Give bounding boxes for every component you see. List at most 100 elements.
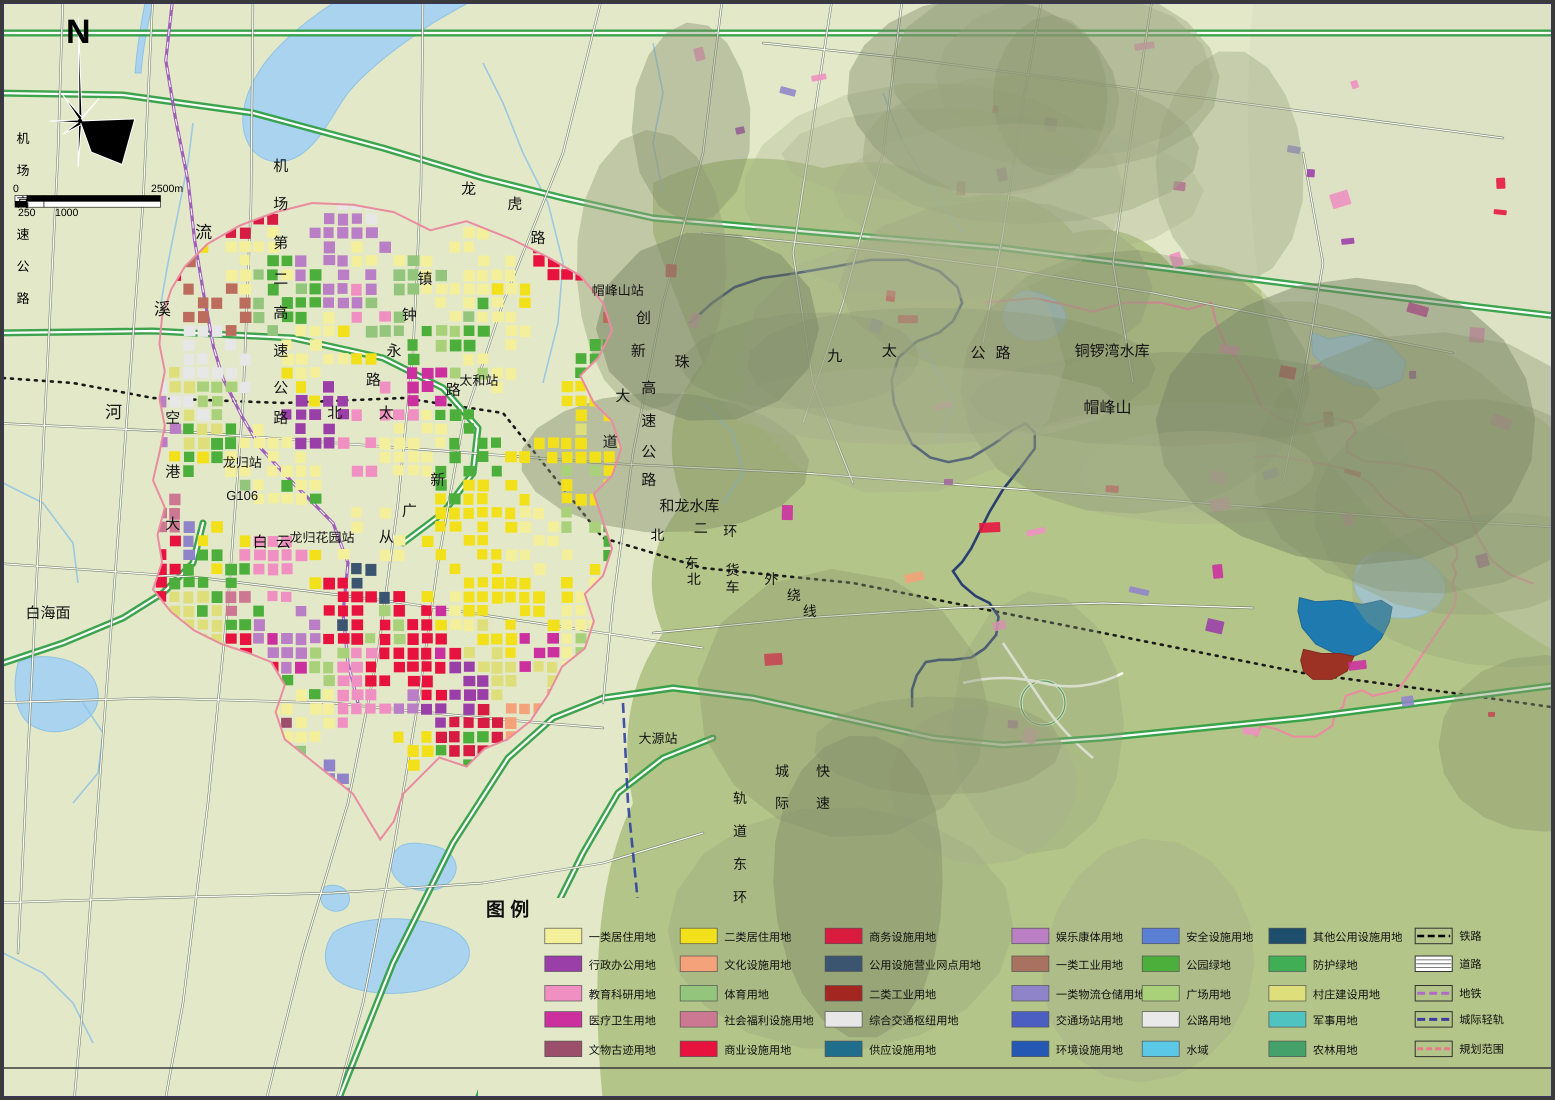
svg-text:货: 货 <box>726 562 740 578</box>
svg-text:龙: 龙 <box>461 181 476 198</box>
svg-text:一类物流仓储用地: 一类物流仓储用地 <box>1056 989 1146 1002</box>
svg-text:太: 太 <box>882 343 897 360</box>
svg-text:商务设施用地: 商务设施用地 <box>869 931 936 944</box>
svg-text:村庄建设用地: 村庄建设用地 <box>1313 989 1380 1002</box>
svg-text:公园绿地: 公园绿地 <box>1186 959 1231 972</box>
svg-text:社会福利设施用地: 社会福利设施用地 <box>724 1015 814 1028</box>
svg-text:线: 线 <box>803 603 817 619</box>
svg-text:行政办公用地: 行政办公用地 <box>589 959 656 972</box>
svg-text:地铁: 地铁 <box>1459 988 1481 1001</box>
svg-text:图 例: 图 例 <box>486 899 529 921</box>
svg-text:公: 公 <box>273 380 288 397</box>
svg-text:防护绿地: 防护绿地 <box>1313 959 1358 972</box>
svg-text:一类居住用地: 一类居住用地 <box>589 931 656 944</box>
svg-text:机: 机 <box>16 131 29 146</box>
svg-text:路: 路 <box>530 230 545 247</box>
svg-text:速: 速 <box>16 227 29 242</box>
svg-text:其他公用设施用地: 其他公用设施用地 <box>1313 931 1403 944</box>
svg-text:太和站: 太和站 <box>459 373 498 388</box>
svg-text:军事用地: 军事用地 <box>1313 1015 1358 1028</box>
svg-text:从: 从 <box>379 529 394 546</box>
svg-text:农林用地: 农林用地 <box>1313 1044 1358 1057</box>
svg-text:2500m: 2500m <box>151 183 183 195</box>
svg-text:九: 九 <box>827 348 842 365</box>
svg-text:轨: 轨 <box>733 790 747 806</box>
svg-text:白海面: 白海面 <box>25 605 70 622</box>
svg-text:1000: 1000 <box>55 207 79 219</box>
svg-text:环: 环 <box>723 523 737 539</box>
svg-text:公: 公 <box>641 444 656 461</box>
svg-text:公: 公 <box>16 259 29 274</box>
svg-text:250: 250 <box>18 207 36 219</box>
svg-text:创: 创 <box>636 310 651 327</box>
svg-text:高: 高 <box>273 305 288 322</box>
svg-text:二类居住用地: 二类居住用地 <box>724 931 791 944</box>
svg-text:速: 速 <box>816 795 830 811</box>
svg-text:环: 环 <box>733 889 747 905</box>
svg-text:和龙水库: 和龙水库 <box>659 498 719 515</box>
svg-text:港: 港 <box>165 464 180 481</box>
svg-text:公用设施营业网点用地: 公用设施营业网点用地 <box>869 959 981 972</box>
svg-text:北: 北 <box>327 405 342 422</box>
svg-text:广场用地: 广场用地 <box>1186 989 1231 1002</box>
svg-text:第: 第 <box>273 235 288 252</box>
svg-text:际: 际 <box>775 795 789 811</box>
svg-text:车: 车 <box>726 579 740 595</box>
svg-text:北: 北 <box>687 571 701 587</box>
svg-text:河: 河 <box>105 403 122 422</box>
svg-text:文物古迹用地: 文物古迹用地 <box>589 1044 656 1057</box>
svg-text:龙归花园站: 龙归花园站 <box>289 530 354 545</box>
svg-text:城: 城 <box>775 763 789 779</box>
svg-text:龙归站: 龙归站 <box>223 455 262 470</box>
svg-text:广: 广 <box>402 503 417 520</box>
svg-text:绕: 绕 <box>787 587 801 603</box>
svg-text:安全设施用地: 安全设施用地 <box>1186 931 1253 944</box>
svg-text:流: 流 <box>195 223 212 242</box>
svg-text:路: 路 <box>446 382 461 399</box>
svg-text:一类工业用地: 一类工业用地 <box>1056 959 1123 972</box>
svg-text:帽峰山站: 帽峰山站 <box>592 283 644 298</box>
svg-text:路: 路 <box>641 472 656 489</box>
svg-text:溪: 溪 <box>154 300 171 319</box>
svg-text:0: 0 <box>13 183 19 195</box>
svg-text:快: 快 <box>816 763 830 779</box>
svg-text:大源站: 大源站 <box>638 731 677 746</box>
svg-text:N: N <box>66 13 91 51</box>
svg-text:娱乐康体用地: 娱乐康体用地 <box>1056 931 1123 944</box>
svg-text:交通场站用地: 交通场站用地 <box>1056 1015 1123 1028</box>
svg-text:场: 场 <box>16 163 29 178</box>
svg-text:路: 路 <box>366 372 381 389</box>
svg-text:珠: 珠 <box>675 354 690 371</box>
svg-text:水域: 水域 <box>1186 1044 1208 1057</box>
svg-text:供应设施用地: 供应设施用地 <box>869 1044 936 1057</box>
svg-text:文化设施用地: 文化设施用地 <box>724 959 791 972</box>
svg-text:白: 白 <box>253 534 268 551</box>
svg-text:铜锣湾水库: 铜锣湾水库 <box>1075 343 1150 360</box>
svg-text:規划范围: 規划范围 <box>1459 1043 1504 1056</box>
svg-text:虎: 虎 <box>507 196 522 213</box>
svg-text:速: 速 <box>273 343 288 360</box>
svg-text:综合交通枢纽用地: 综合交通枢纽用地 <box>869 1015 959 1028</box>
svg-text:云: 云 <box>276 534 291 551</box>
svg-text:道: 道 <box>603 434 618 451</box>
svg-text:路: 路 <box>995 345 1010 362</box>
svg-text:医疗卫生用地: 医疗卫生用地 <box>589 1015 656 1028</box>
svg-text:速: 速 <box>641 413 656 430</box>
svg-text:北: 北 <box>651 527 665 543</box>
svg-text:镇: 镇 <box>417 271 432 288</box>
svg-text:路: 路 <box>273 410 288 427</box>
svg-text:环境设施用地: 环境设施用地 <box>1056 1044 1123 1057</box>
svg-text:道路: 道路 <box>1459 958 1481 971</box>
svg-text:城际轻轨: 城际轻轨 <box>1459 1014 1504 1027</box>
svg-text:新: 新 <box>631 343 646 360</box>
svg-text:教育科研用地: 教育科研用地 <box>589 989 656 1002</box>
svg-text:太: 太 <box>379 405 394 422</box>
svg-text:东: 东 <box>685 555 699 571</box>
svg-text:大: 大 <box>615 388 630 405</box>
svg-text:机: 机 <box>273 158 288 175</box>
svg-text:商业设施用地: 商业设施用地 <box>724 1044 791 1057</box>
svg-text:场: 场 <box>273 196 288 213</box>
svg-text:帽峰山: 帽峰山 <box>1083 399 1131 417</box>
svg-text:体育用地: 体育用地 <box>724 989 769 1002</box>
svg-text:新: 新 <box>430 472 445 489</box>
